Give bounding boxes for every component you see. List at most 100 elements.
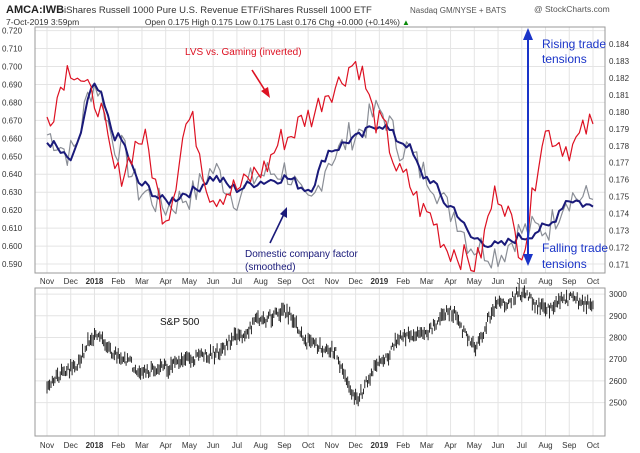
lvs-arrow-line xyxy=(251,69,267,93)
x-label-upper-1: Dec xyxy=(64,277,78,286)
right-tick-label-1: 0.172 xyxy=(609,244,630,253)
right-tick-label-4: 0.175 xyxy=(609,193,630,202)
left-tick-label-3: 0.620 xyxy=(2,206,23,215)
chart-watermark: @ StockCharts.com xyxy=(534,4,610,14)
chart-quote-arrow: ▲ xyxy=(402,18,410,27)
rising-annotation-line2: tensions xyxy=(542,52,587,66)
x-label-upper-7: Jun xyxy=(207,277,220,286)
left-tick-label-2: 0.610 xyxy=(2,224,23,233)
x-label-lower-20: Jul xyxy=(517,441,527,450)
x-label-lower-12: Nov xyxy=(325,441,339,450)
x-label-upper-10: Sep xyxy=(277,277,292,286)
x-label-lower-17: Apr xyxy=(444,441,457,450)
x-label-upper-6: May xyxy=(182,277,197,286)
sp500-price-bars xyxy=(46,283,594,407)
x-label-upper-9: Aug xyxy=(254,277,268,286)
series-line-amca-iwb-daily- xyxy=(46,83,594,269)
x-label-lower-13: Dec xyxy=(348,441,362,450)
left-tick-label-10: 0.690 xyxy=(2,80,23,89)
right-tick-label-11: 0.182 xyxy=(609,74,630,83)
rising-annotation-line1: Rising trade xyxy=(542,37,606,51)
x-label-lower-0: Nov xyxy=(40,441,54,450)
chart-exchange: Nasdaq GM/NYSE + BATS xyxy=(410,6,506,15)
x-label-lower-22: Sep xyxy=(562,441,577,450)
x-label-upper-3: Feb xyxy=(111,277,125,286)
right-tick-label-2: 0.173 xyxy=(609,227,630,236)
x-label-upper-16: Mar xyxy=(420,277,434,286)
left-tick-label-0: 0.590 xyxy=(2,260,23,269)
x-label-upper-19: Jun xyxy=(492,277,505,286)
upper-left-axis: 0.590 0.600 0.610 0.620 0.630 0.640 0.650 0.660… xyxy=(2,27,23,269)
falling-annotation-line1: Falling trade xyxy=(542,241,608,255)
x-label-upper-0: Nov xyxy=(40,277,54,286)
left-tick-label-5: 0.640 xyxy=(2,170,23,179)
series-line-domestic-company-factor-smoothed- xyxy=(46,82,594,249)
right-tick-label-3: 0.174 xyxy=(609,210,630,219)
upper-panel-frame xyxy=(34,26,606,274)
left-tick-label-7: 0.660 xyxy=(2,134,23,143)
x-label-lower-3: Feb xyxy=(111,441,125,450)
lvs-arrow-head xyxy=(261,87,270,98)
x-label-lower-1: Dec xyxy=(64,441,78,450)
x-label-lower-15: Feb xyxy=(396,441,410,450)
left-tick-label-4: 0.630 xyxy=(2,188,23,197)
trade-tension-arrow-down xyxy=(523,254,533,266)
lower-panel-frame xyxy=(34,287,606,437)
trade-tension-arrow-up xyxy=(523,28,533,40)
right-tick-label-6: 0.177 xyxy=(609,159,630,168)
x-label-lower-4: Mar xyxy=(135,441,149,450)
x-label-lower-11: Oct xyxy=(302,441,315,450)
x-label-lower-19: Jun xyxy=(492,441,505,450)
sp-tick-label-5: 3000 xyxy=(609,290,627,299)
lvs-annotation: LVS vs. Gaming (inverted) xyxy=(185,47,302,58)
x-label-lower-6: May xyxy=(182,441,197,450)
x-label-upper-12: Nov xyxy=(325,277,339,286)
x-label-upper-13: Dec xyxy=(348,277,362,286)
upper-right-axis: 0.171 0.172 0.173 0.174 0.175 0.176 0.177 0.178… xyxy=(609,40,630,270)
x-label-lower-21: Aug xyxy=(538,441,552,450)
x-label-upper-21: Aug xyxy=(538,277,552,286)
sp500-label: S&P 500 xyxy=(160,317,200,328)
chart-description: iShares Russell 1000 Pure U.S. Revenue E… xyxy=(64,5,372,16)
domestic-arrow-line xyxy=(269,213,285,244)
x-label-upper-5: Apr xyxy=(159,277,172,286)
right-tick-label-9: 0.180 xyxy=(609,108,630,117)
domestic-annotation-line2: (smoothed) xyxy=(245,262,296,273)
x-label-lower-23: Oct xyxy=(587,441,600,450)
left-tick-label-8: 0.670 xyxy=(2,116,23,125)
left-tick-label-12: 0.710 xyxy=(2,45,23,54)
x-label-lower-9: Aug xyxy=(254,441,268,450)
right-tick-label-12: 0.183 xyxy=(609,57,630,66)
x-label-upper-17: Apr xyxy=(444,277,457,286)
left-tick-label-6: 0.650 xyxy=(2,152,23,161)
x-label-upper-20: Jul xyxy=(517,277,527,286)
right-tick-label-0: 0.171 xyxy=(609,261,630,270)
x-label-lower-8: Jul xyxy=(232,441,242,450)
x-label-upper-11: Oct xyxy=(302,277,315,286)
lower-x-axis: Nov Dec 2018 Feb Mar Apr May Jun Jul Aug Sep Oct Nov… xyxy=(40,441,600,450)
lower-right-axis: 2500 2600 2700 2800 2900 3000 xyxy=(609,290,627,408)
chart-date: 7-Oct-2019 3:59pm xyxy=(6,17,79,27)
upper-series-group xyxy=(46,60,594,273)
sp-tick-label-4: 2900 xyxy=(609,312,627,321)
chart-quote: Open 0.175 High 0.175 Low 0.175 Last 0.1… xyxy=(145,17,400,27)
lower-series-group xyxy=(46,283,594,407)
right-tick-label-7: 0.178 xyxy=(609,142,630,151)
falling-annotation-line2: tensions xyxy=(542,257,587,271)
x-label-lower-5: Apr xyxy=(159,441,172,450)
x-label-lower-14: 2019 xyxy=(370,441,388,450)
x-label-lower-10: Sep xyxy=(277,441,292,450)
right-tick-label-10: 0.181 xyxy=(609,91,630,100)
series-line-lvs-vs-gaming-inverted- xyxy=(46,60,594,273)
sp-tick-label-1: 2600 xyxy=(609,377,627,386)
domestic-annotation-line1: Domestic company factor xyxy=(245,249,358,260)
x-label-upper-8: Jul xyxy=(232,277,242,286)
x-label-upper-22: Sep xyxy=(562,277,577,286)
right-tick-label-13: 0.184 xyxy=(609,40,630,49)
x-label-lower-2: 2018 xyxy=(86,441,104,450)
x-label-upper-18: May xyxy=(467,277,482,286)
sp-tick-label-0: 2500 xyxy=(609,399,627,408)
sp-tick-label-3: 2800 xyxy=(609,333,627,342)
x-label-lower-16: Mar xyxy=(420,441,434,450)
